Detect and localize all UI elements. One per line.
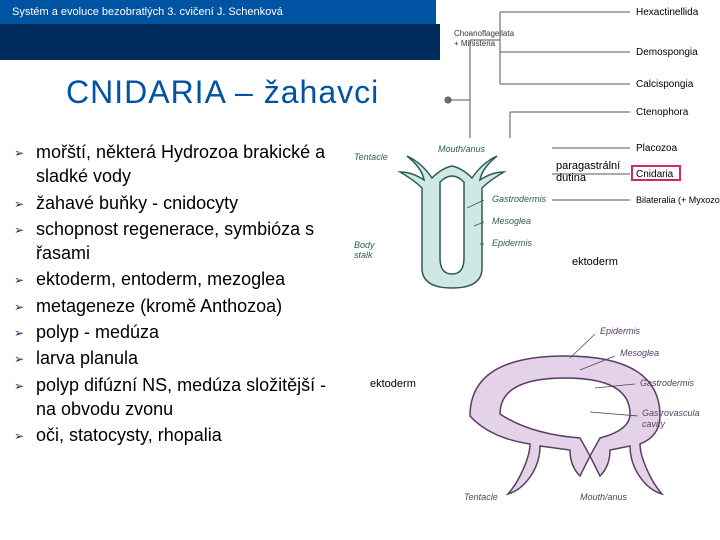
chevron-right-icon: ➢: [14, 217, 36, 237]
tree-leaf: Ctenophora: [636, 107, 689, 118]
bullet-text: mořští, některá Hydrozoa brakické a slad…: [36, 140, 334, 189]
medusa-label-mouth: Mouth/anus: [580, 492, 628, 502]
chevron-right-icon: ➢: [14, 320, 36, 340]
medusa-label-tentacle: Tentacle: [464, 492, 498, 502]
tree-leaf: Calcispongia: [636, 79, 694, 90]
polyp-label-epi: Epidermis: [492, 238, 533, 248]
medusa-label-gastro: Gastrodermis: [640, 378, 695, 388]
medusa-label-gv1: Gastrovascular: [642, 408, 700, 418]
chevron-right-icon: ➢: [14, 346, 36, 366]
bullet-text: polyp - medúza: [36, 320, 159, 344]
chevron-right-icon: ➢: [14, 140, 36, 160]
medusa-label-gv2: cavity: [642, 419, 666, 429]
course-line: Systém a evoluce bezobratlých 3. cvičení…: [12, 6, 283, 18]
page-title: CNIDARIA – žahavci: [66, 74, 379, 111]
chevron-right-icon: ➢: [14, 294, 36, 314]
tree-inner-label: Choanoflagellata: [454, 29, 515, 38]
bullet-text: schopnost regenerace, symbióza s řasami: [36, 217, 334, 266]
list-item: ➢polyp difúzní NS, medúza složitější - n…: [14, 373, 334, 422]
polyp-label-tentacle: Tentacle: [354, 152, 388, 162]
tree-leaf: Bilateralia (+ Myxozoa): [636, 195, 720, 205]
list-item: ➢ektoderm, entoderm, mezoglea: [14, 267, 334, 291]
bullet-text: ektoderm, entoderm, mezoglea: [36, 267, 285, 291]
tree-inner-label: + Ministeria: [454, 39, 496, 48]
annotation-paragastral: paragastrální dutina: [556, 160, 620, 184]
list-item: ➢metageneze (kromě Anthozoa): [14, 294, 334, 318]
title-bar: Systém a evoluce bezobratlých 3. cvičení…: [0, 0, 436, 24]
list-item: ➢mořští, některá Hydrozoa brakické a sla…: [14, 140, 334, 189]
bullet-list: ➢mořští, některá Hydrozoa brakické a sla…: [14, 140, 334, 450]
annotation-text: paragastrální dutina: [556, 160, 620, 184]
list-item: ➢polyp - medúza: [14, 320, 334, 344]
polyp-svg: Tentacle Mouth/anus Body stalk Gastroder…: [352, 138, 552, 308]
chevron-right-icon: ➢: [14, 191, 36, 211]
polyp-label-gastro: Gastrodermis: [492, 194, 547, 204]
medusa-label-meso: Mesoglea: [620, 348, 659, 358]
annotation-ektoderm-left: ektoderm: [370, 378, 416, 390]
chevron-right-icon: ➢: [14, 423, 36, 443]
polyp-label-mouth: Mouth/anus: [438, 144, 486, 154]
tree-leaf: Demospongia: [636, 47, 698, 58]
list-item: ➢schopnost regenerace, symbióza s řasami: [14, 217, 334, 266]
list-item: ➢oči, statocysty, rhopalia: [14, 423, 334, 447]
bullet-text: oči, statocysty, rhopalia: [36, 423, 222, 447]
polyp-label-meso: Mesoglea: [492, 216, 531, 226]
list-item: ➢žahavé buňky - cnidocyty: [14, 191, 334, 215]
list-item: ➢larva planula: [14, 346, 334, 370]
bullet-text: larva planula: [36, 346, 138, 370]
bullet-text: polyp difúzní NS, medúza složitější - na…: [36, 373, 334, 422]
bullet-text: žahavé buňky - cnidocyty: [36, 191, 238, 215]
chevron-right-icon: ➢: [14, 267, 36, 287]
medusa-diagram: Epidermis Mesoglea Gastrodermis Gastrova…: [430, 316, 700, 516]
tree-leaf: Hexactinellida: [636, 7, 699, 18]
medusa-label-epi: Epidermis: [600, 326, 641, 336]
polyp-diagram: Tentacle Mouth/anus Body stalk Gastroder…: [352, 138, 552, 308]
slide: Systém a evoluce bezobratlých 3. cvičení…: [0, 0, 720, 540]
polyp-label-bodystalk2: stalk: [354, 250, 373, 260]
annotation-ektoderm-top: ektoderm: [572, 256, 618, 268]
chevron-right-icon: ➢: [14, 373, 36, 393]
polyp-label-bodystalk: Body: [354, 240, 375, 250]
medusa-svg: Epidermis Mesoglea Gastrodermis Gastrova…: [430, 316, 700, 516]
bullet-text: metageneze (kromě Anthozoa): [36, 294, 282, 318]
tree-leaf: Cnidaria: [636, 169, 674, 180]
tree-leaf: Placozoa: [636, 143, 678, 154]
